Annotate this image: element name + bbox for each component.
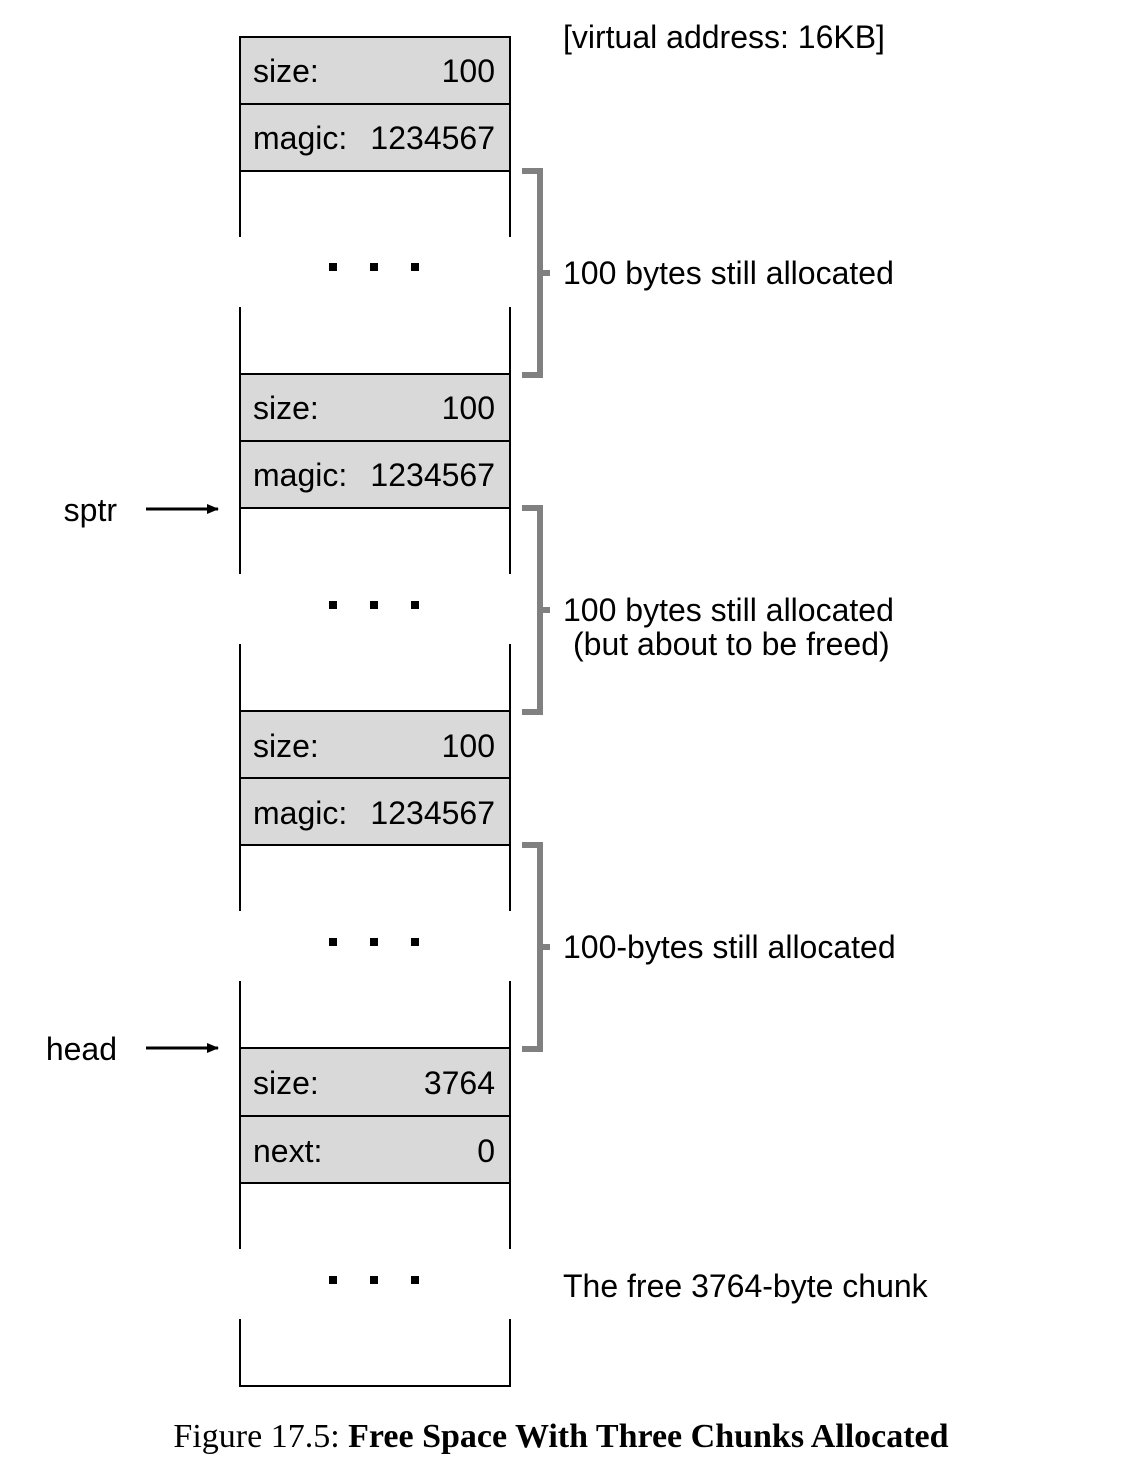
field-value: 0 <box>477 1133 495 1169</box>
field-value: 100 <box>442 53 495 89</box>
figure-caption: Figure 17.5: Free Space With Three Chunk… <box>173 1418 948 1455</box>
header-row <box>239 103 511 172</box>
sptr-label: sptr <box>64 492 118 528</box>
virtual-address-note: [virtual address: 16KB] <box>563 19 885 55</box>
bracket <box>522 168 550 378</box>
chunk-annotation: 100-bytes still allocated <box>563 929 896 965</box>
field-value: 3764 <box>424 1065 495 1101</box>
chunk-annotation: 100 bytes still allocated <box>563 592 894 628</box>
ellipsis-dots <box>329 1276 419 1284</box>
header-row <box>239 373 511 442</box>
chunk-annotation: 100 bytes still allocated <box>563 255 894 291</box>
caption-prefix: Figure 17.5: <box>173 1418 339 1455</box>
field-label: size: <box>253 1065 319 1101</box>
field-value: 100 <box>442 728 495 764</box>
chunk-2: size: 100 magic: 1234567 100 bytes still… <box>239 373 894 715</box>
field-label: magic: <box>253 120 347 156</box>
field-label: size: <box>253 53 319 89</box>
field-value: 1234567 <box>370 795 495 831</box>
header-row <box>239 777 511 846</box>
field-label: size: <box>253 728 319 764</box>
bracket <box>522 842 550 1052</box>
chunk-annotation: (but about to be freed) <box>573 626 890 662</box>
ellipsis-dots <box>329 601 419 609</box>
field-value: 1234567 <box>370 457 495 493</box>
free-chunk: size: 3764 next: 0 The free 3764-byte ch… <box>239 1047 929 1387</box>
header-row <box>239 1115 511 1184</box>
field-value: 1234567 <box>370 120 495 156</box>
head-label: head <box>46 1031 117 1067</box>
caption-title: Free Space With Three Chunks Allocated <box>348 1418 949 1455</box>
ellipsis-dots <box>329 263 419 271</box>
chunk-3: size: 100 magic: 1234567 100-bytes still… <box>239 710 896 1052</box>
field-value: 100 <box>442 390 495 426</box>
ellipsis-dots <box>329 938 419 946</box>
header-row <box>239 36 511 105</box>
head-pointer: head <box>46 1031 219 1067</box>
field-label: magic: <box>253 457 347 493</box>
header-row <box>239 1047 511 1117</box>
chunk-1: size: 100 magic: 1234567 100 bytes still… <box>239 36 894 378</box>
field-label: next: <box>253 1133 322 1169</box>
header-row <box>239 440 511 509</box>
field-label: size: <box>253 390 319 426</box>
chunk-annotation: The free 3764-byte chunk <box>563 1268 929 1304</box>
bracket <box>522 505 550 715</box>
header-row <box>239 710 511 779</box>
sptr-pointer: sptr <box>64 492 219 528</box>
field-label: magic: <box>253 795 347 831</box>
